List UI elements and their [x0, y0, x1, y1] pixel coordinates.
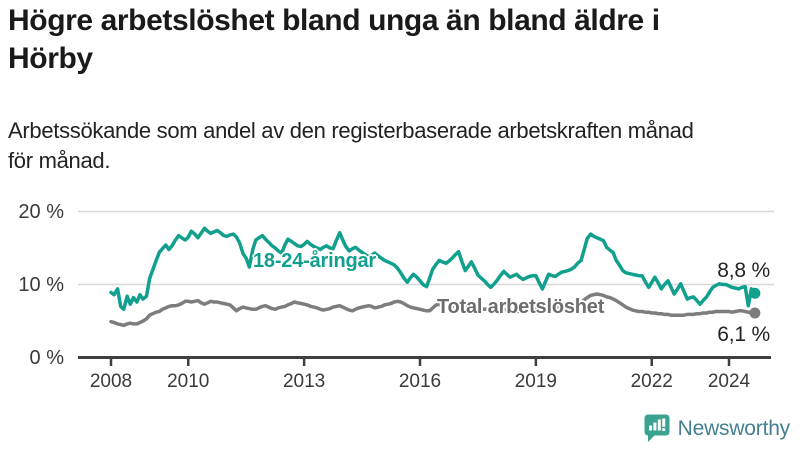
y-axis-tick-label-0: 0 %	[29, 347, 64, 369]
end-value-total: 6,1 %	[717, 323, 770, 346]
x-axis-tick-label: 2022	[631, 371, 673, 392]
chart-subtitle: Arbetssökande som andel av den registerb…	[8, 116, 796, 176]
y-axis-tick-label-20: 20 %	[18, 201, 64, 223]
series-line	[109, 226, 757, 312]
x-axis-tick-label: 2010	[167, 371, 209, 392]
x-axis-tick-label: 2024	[708, 371, 751, 392]
series-end-dot	[749, 307, 761, 319]
title-line-2: Hörby	[8, 42, 93, 75]
end-value-young: 8,8 %	[717, 259, 770, 282]
series-label-total: Total arbetslöshet	[437, 296, 605, 318]
subtitle-line-2: för månad.	[8, 148, 111, 173]
series-label-young: 18-24-åringar	[253, 250, 377, 272]
x-axis-tick-label: 2008	[90, 371, 132, 392]
x-axis-tick-label: 2016	[399, 371, 441, 392]
x-axis-tick-label: 2019	[515, 371, 557, 392]
newsworthy-bubble-chart-icon	[644, 414, 670, 442]
page-title: Högre arbetslöshet bland unga än bland ä…	[8, 2, 798, 78]
y-axis-tick-label-10: 10 %	[18, 274, 64, 296]
newsworthy-logo: Newsworthy	[644, 414, 790, 443]
subtitle-line-1: Arbetssökande som andel av den registerb…	[8, 118, 694, 143]
title-line-1: Högre arbetslöshet bland unga än bland ä…	[8, 4, 660, 37]
x-axis-tick-label: 2013	[283, 371, 325, 392]
series-end-dot	[749, 287, 761, 299]
series-line	[109, 292, 757, 328]
newsworthy-wordmark: Newsworthy	[677, 416, 791, 440]
